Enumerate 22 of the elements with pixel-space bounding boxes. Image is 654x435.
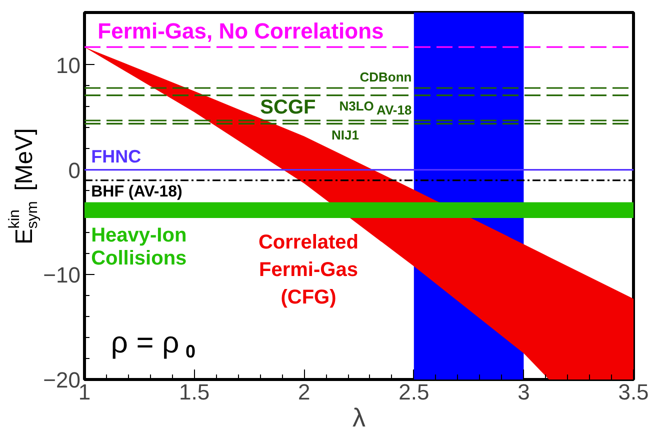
band-label: Heavy-Ion Collisions (91, 224, 187, 270)
ref-line-label: Fermi-Gas, No Correlations (98, 18, 384, 44)
x-tick-label: 3 (518, 380, 530, 404)
x-axis-title: λ (352, 402, 366, 432)
ref-line-label: NIJ1 (332, 127, 360, 142)
ref-line-label: CDBonn (360, 69, 412, 84)
legend-label: Correlated Fermi-Gas (CFG) (258, 232, 359, 309)
x-tick-label: 1 (78, 380, 91, 404)
y-axis-title: Ekinsym [MeV] (6, 128, 41, 245)
y-tick-label: −10 (43, 262, 81, 288)
ref-line-label: FHNC (91, 146, 142, 167)
ref-line-label: BHF (AV-18) (91, 183, 182, 200)
ref-line-label: AV-18 (376, 102, 412, 118)
x-tick-label: 2 (298, 380, 310, 404)
y-tick-label: −20 (43, 368, 81, 392)
x-tick-label: 1.5 (179, 380, 210, 404)
x-tick-label: 3.5 (618, 380, 649, 404)
y-tick-label: 0 (68, 158, 81, 183)
ref-line-label: N3LO (339, 98, 374, 114)
y-tick-label: 10 (56, 52, 81, 78)
annotation: SCGF (260, 96, 316, 118)
x-tick-label: 2.5 (398, 380, 430, 404)
